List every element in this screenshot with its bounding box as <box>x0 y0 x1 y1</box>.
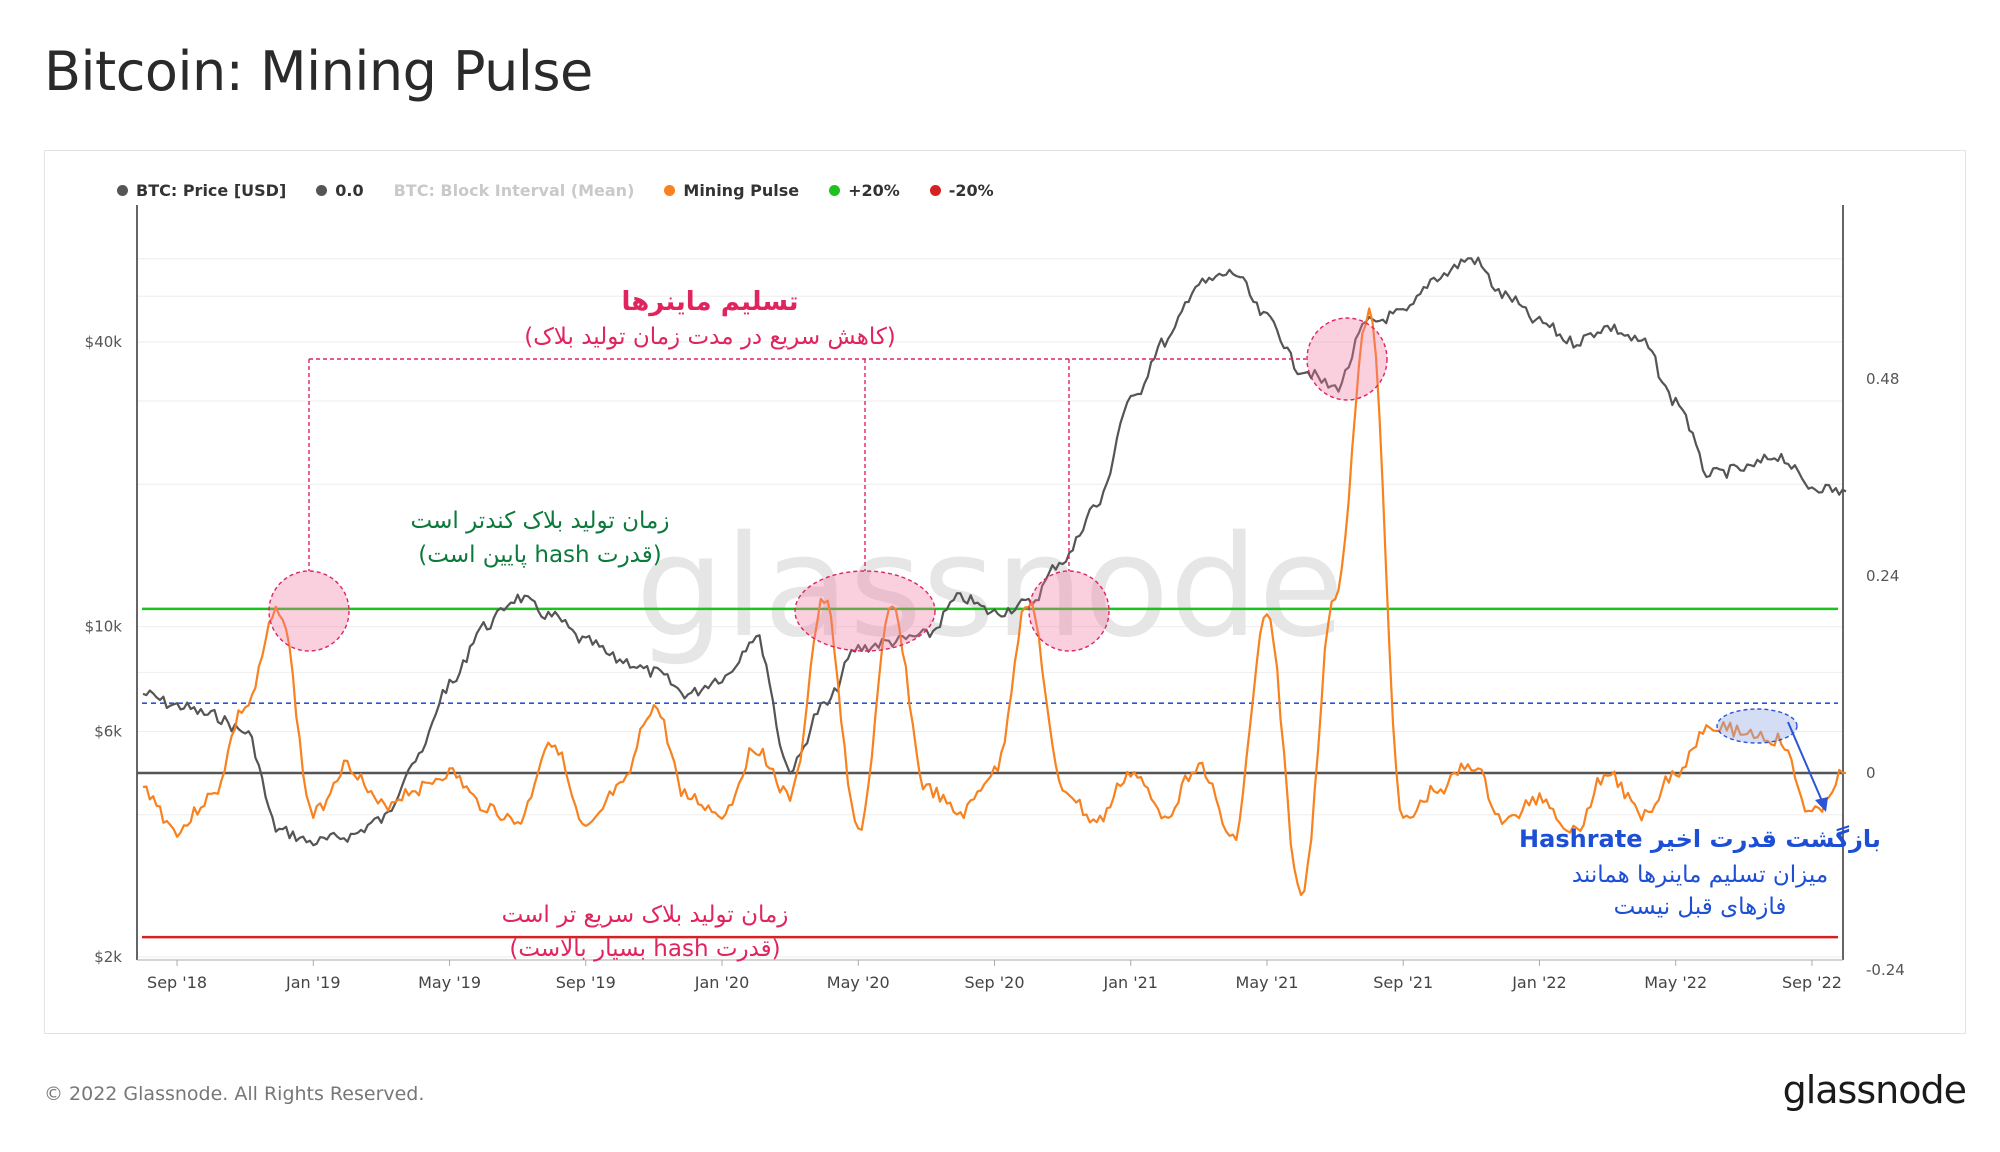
legend-swatch-minus20 <box>929 185 941 196</box>
legend-swatch-btc-price <box>117 185 128 196</box>
x-tick-label: Sep '18 <box>147 973 207 992</box>
legend-item-zero[interactable]: 0.0 <box>316 181 364 200</box>
fast-block-label-line1: زمان تولید بلاک سریع تر است <box>502 902 789 928</box>
recent-hashrate-line2: فازهای قبل نیست <box>1614 894 1787 920</box>
x-tick-label: Jan '21 <box>1102 973 1158 992</box>
capitulation-highlight <box>794 570 936 652</box>
mining-pulse-line <box>142 307 1847 896</box>
btc-price-line <box>142 256 1847 847</box>
x-tick-label: May '19 <box>418 973 481 992</box>
legend-label-block-interval: BTC: Block Interval (Mean) <box>393 181 635 200</box>
capitulation-highlight <box>268 570 350 652</box>
legend-item-plus20[interactable]: +20% <box>829 181 900 200</box>
legend-item-btc-price[interactable]: BTC: Price [USD] <box>117 181 286 200</box>
capitulation-highlight <box>1306 317 1388 401</box>
recent-hashrate-line1: میزان تسلیم ماینرها همانند <box>1572 862 1828 888</box>
legend-item-minus20[interactable]: -20% <box>929 181 994 200</box>
legend-item-block-interval[interactable]: BTC: Block Interval (Mean) <box>394 181 635 200</box>
slow-block-label-line2: (قدرت hash پایین است) <box>418 542 661 568</box>
legend-label-plus20: +20% <box>848 181 900 200</box>
recent-arrow <box>1787 721 1826 809</box>
recent-peak-highlight <box>1716 708 1798 744</box>
slow-block-label-line1: زمان تولید بلاک کندتر است <box>411 508 670 534</box>
x-tick-label: May '20 <box>827 973 890 992</box>
x-tick-label: May '21 <box>1236 973 1299 992</box>
legend-label-minus20: -20% <box>948 181 994 200</box>
y-right-tick-label: 0.24 <box>1866 567 1899 585</box>
x-tick-label: Jan '22 <box>1511 973 1567 992</box>
legend-swatch-mining-pulse <box>664 185 676 196</box>
legend-swatch-zero <box>316 185 328 196</box>
footer-copyright: © 2022 Glassnode. All Rights Reserved. <box>44 1083 425 1105</box>
recent-arrow-head <box>1815 797 1828 812</box>
x-tick-label: May '22 <box>1644 973 1707 992</box>
legend-swatch-plus20 <box>829 185 841 196</box>
y-left-tick-label: $40k <box>85 333 123 351</box>
recent-hashrate-title: بازگشت قدرت اخیر Hashrate <box>1519 825 1881 853</box>
legend-item-mining-pulse[interactable]: Mining Pulse <box>664 181 799 200</box>
capitulation-title: تسلیم ماینرها <box>621 287 798 317</box>
x-tick-label: Sep '21 <box>1373 973 1433 992</box>
chart-card: BTC: Price [USD] 0.0 BTC: Block Interval… <box>44 150 1966 1034</box>
chart-legend: BTC: Price [USD] 0.0 BTC: Block Interval… <box>117 181 994 200</box>
legend-label-zero: 0.0 <box>335 181 364 200</box>
x-tick-label: Jan '20 <box>694 973 750 992</box>
y-left-tick-label: $6k <box>94 722 122 740</box>
page-title: Bitcoin: Mining Pulse <box>44 40 593 103</box>
capitulation-subtitle: (کاهش سریع در مدت زمان تولید بلاک) <box>524 324 896 350</box>
y-left-tick-label: $10k <box>85 618 123 636</box>
y-right-tick-label: 0.48 <box>1866 370 1899 388</box>
x-tick-label: Jan '19 <box>285 973 341 992</box>
x-tick-label: Sep '22 <box>1782 973 1842 992</box>
legend-label-mining-pulse: Mining Pulse <box>683 181 800 200</box>
legend-label-btc-price: BTC: Price [USD] <box>136 181 287 200</box>
footer-logo: glassnode <box>1782 1068 1967 1112</box>
x-tick-label: Sep '19 <box>556 973 616 992</box>
y-right-tick-label: -0.24 <box>1866 961 1905 979</box>
y-left-tick-label: $2k <box>94 948 122 966</box>
fast-block-label-line2: (قدرت hash بسیار بالاست) <box>509 936 780 962</box>
y-right-tick-label: 0 <box>1866 764 1876 782</box>
x-tick-label: Sep '20 <box>965 973 1025 992</box>
watermark-logo: glassnode <box>636 506 1345 669</box>
capitulation-highlight <box>1028 570 1110 652</box>
